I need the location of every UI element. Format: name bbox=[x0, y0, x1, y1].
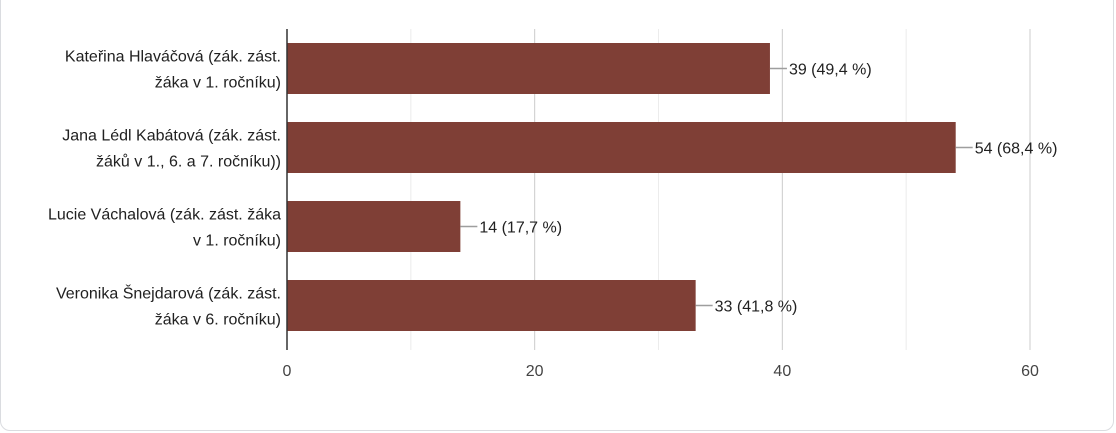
category-label-line: žáka v 1. ročníku) bbox=[155, 75, 281, 92]
category-label-line: Veronika Šnejdarová (zák. zást. bbox=[56, 284, 281, 303]
category-label-line: žáků v 1., 6. a 7. ročníku)) bbox=[96, 153, 281, 171]
category-label-line: Kateřina Hlaváčová (zák. zást. bbox=[65, 49, 281, 66]
bar bbox=[287, 43, 770, 94]
data-label: 54 (68,4 %) bbox=[975, 141, 1058, 158]
category-label: Lucie Váchalová (zák. zást. žáka v 1. roč… bbox=[48, 207, 281, 250]
category-label-line: žáka v 6. ročníku) bbox=[155, 312, 281, 329]
x-tick-label: 0 bbox=[283, 363, 292, 380]
bar bbox=[287, 201, 461, 252]
bar bbox=[287, 122, 956, 173]
category-label: Jana Lédl Kabátová (zák. zást. žáků v 1.,… bbox=[62, 128, 281, 171]
category-label-line: v 1. ročníku) bbox=[193, 233, 281, 250]
x-tick-label: 40 bbox=[773, 363, 791, 380]
bar bbox=[287, 280, 696, 331]
category-label: Kateřina Hlaváčová (zák. zást. žáka v 1. … bbox=[65, 49, 281, 92]
data-label: 39 (49,4 %) bbox=[789, 62, 872, 79]
category-label: Veronika Šnejdarová (zák. zást. žáka v 6.… bbox=[56, 284, 281, 329]
category-label-line: Lucie Váchalová (zák. zást. žáka bbox=[48, 207, 281, 224]
data-label: 14 (17,7 %) bbox=[479, 220, 562, 237]
x-tick-label: 60 bbox=[1021, 363, 1039, 380]
data-label: 33 (41,8 %) bbox=[715, 299, 798, 316]
category-label-line: Jana Lédl Kabátová (zák. zást. bbox=[62, 128, 281, 145]
x-tick-label: 20 bbox=[526, 363, 544, 380]
